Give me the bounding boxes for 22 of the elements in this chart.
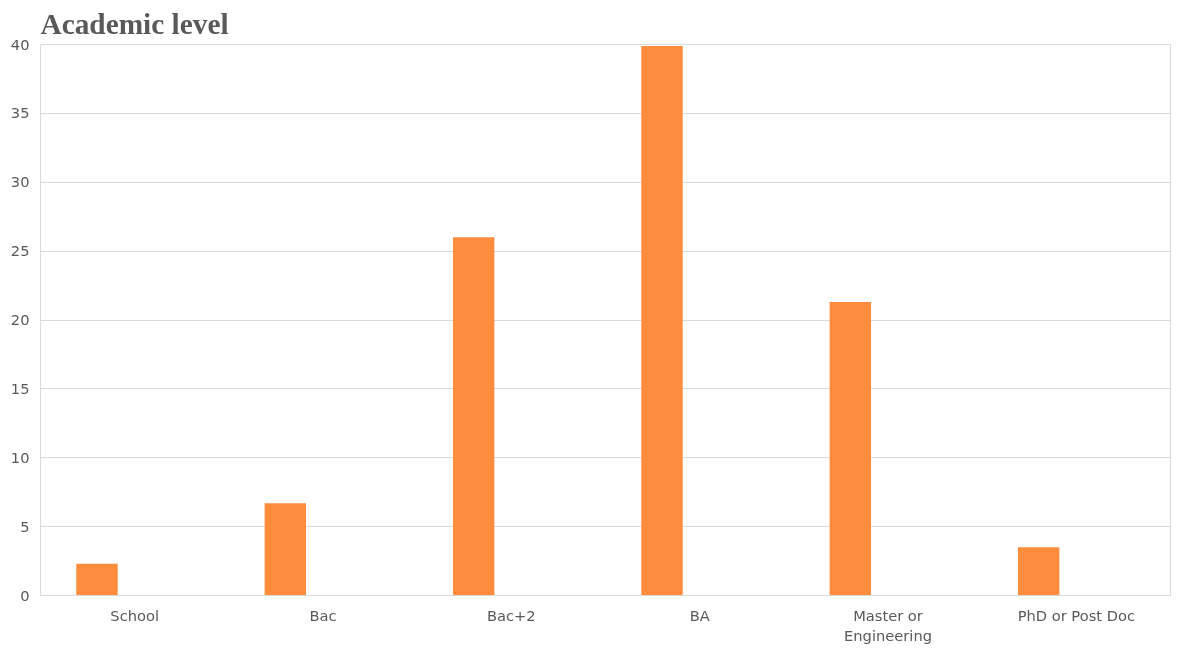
- bar: [829, 302, 872, 596]
- y-tick-label: 10: [10, 448, 30, 466]
- x-tick-label: BA: [689, 606, 710, 624]
- y-tick-label: 20: [10, 311, 30, 328]
- bar: [264, 503, 307, 596]
- y-tick-label: 40: [10, 35, 30, 53]
- x-tick-label: Bac+2: [486, 606, 536, 624]
- bar: [1017, 547, 1060, 596]
- chart-title: Academic level: [40, 7, 229, 40]
- y-tick-label: 0: [20, 586, 30, 604]
- y-tick-label: 5: [20, 517, 30, 535]
- y-tick-label: 15: [10, 379, 30, 397]
- bar: [76, 563, 118, 596]
- x-tick-label: Bac: [309, 606, 337, 624]
- bar: [452, 237, 495, 596]
- x-tick-label: Master or Engineering: [844, 606, 932, 644]
- y-tick-label: 35: [10, 104, 30, 122]
- x-tick-label: School: [110, 606, 159, 624]
- x-tick-label: PhD or Post Doc: [1017, 606, 1136, 624]
- bar: [641, 45, 683, 596]
- y-tick-label: 30: [10, 173, 30, 191]
- y-tick-label: 25: [10, 242, 30, 260]
